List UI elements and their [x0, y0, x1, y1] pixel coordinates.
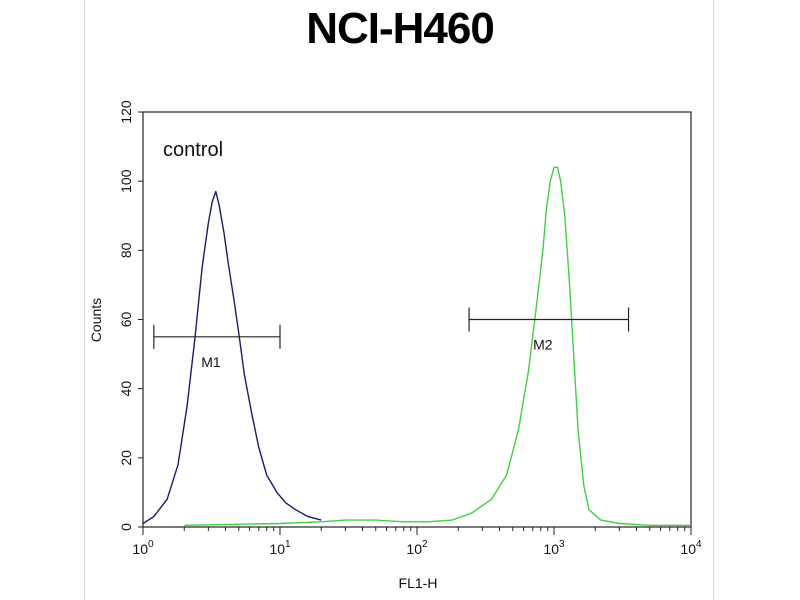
- x-tick-label: 103: [543, 539, 565, 557]
- x-tick-label: 101: [269, 539, 291, 557]
- y-tick-label: 80: [118, 242, 134, 258]
- x-tick-label: 100: [132, 539, 154, 557]
- y-tick-label: 60: [118, 312, 134, 328]
- gate-m1-label: M1: [201, 354, 221, 370]
- chart-title: NCI-H460: [306, 4, 495, 53]
- y-tick-label: 40: [118, 381, 134, 397]
- y-tick-label: 120: [118, 100, 134, 124]
- gate-m2-label: M2: [533, 337, 553, 353]
- x-axis-label: FL1-H: [399, 575, 438, 591]
- x-tick-label: 102: [406, 539, 428, 557]
- x-tick-label: 104: [680, 539, 702, 557]
- control-annotation: control: [163, 139, 223, 161]
- y-axis-label: Counts: [88, 298, 104, 342]
- y-tick-label: 100: [118, 169, 134, 193]
- y-tick-label: 20: [118, 450, 134, 466]
- y-tick-label: 0: [118, 523, 134, 531]
- histogram-series-2: [184, 166, 691, 526]
- histogram-series-1: [142, 190, 322, 525]
- figure-frame: [84, 0, 714, 600]
